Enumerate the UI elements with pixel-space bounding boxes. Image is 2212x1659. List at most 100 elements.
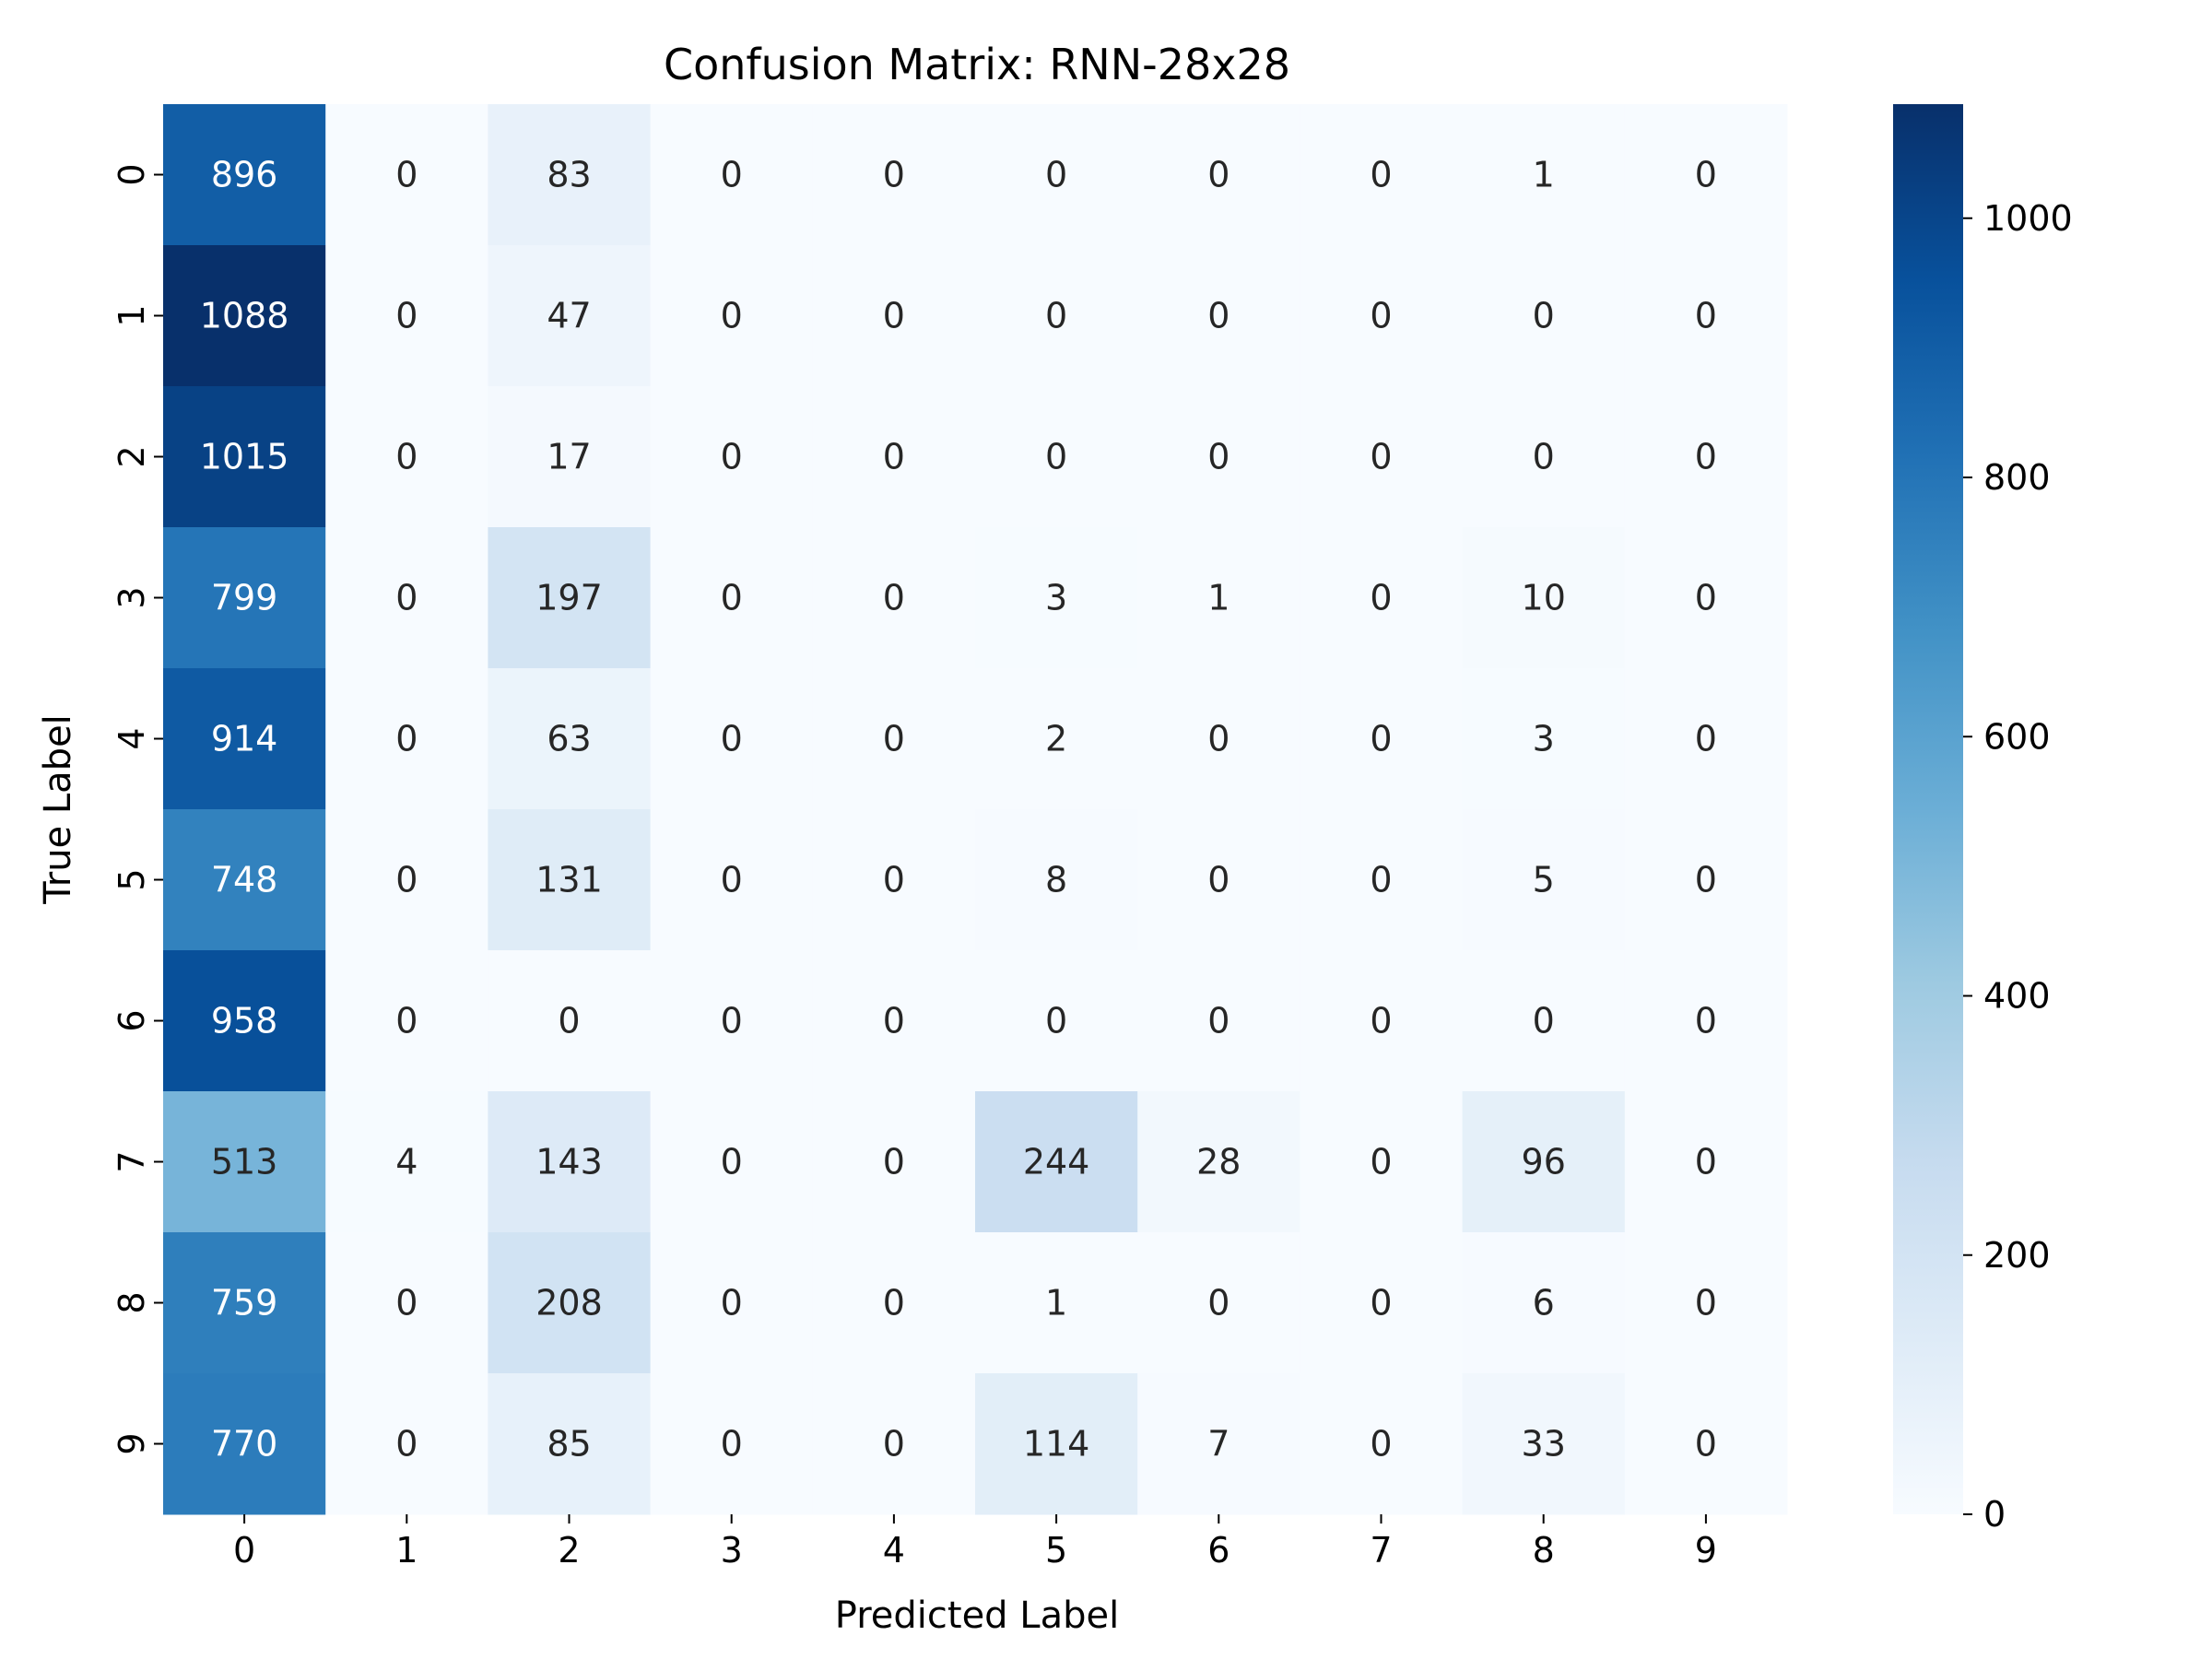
heatmap-cell <box>1624 386 1788 528</box>
heatmap-cell <box>488 950 652 1092</box>
heatmap-cell <box>650 1232 814 1374</box>
heatmap-cell <box>975 668 1138 810</box>
y-tick-label: 1 <box>112 304 152 326</box>
heatmap-cell <box>163 386 326 528</box>
cell-value-label: 83 <box>547 155 591 195</box>
heatmap-cell <box>812 668 976 810</box>
cell-value-label: 0 <box>1207 719 1230 759</box>
heatmap-cell <box>812 809 976 951</box>
cell-value-label: 131 <box>535 860 603 900</box>
colorbar-tick-label: 1000 <box>1983 198 2073 239</box>
heatmap-cell <box>1300 386 1464 528</box>
cell-value-label: 770 <box>211 1424 278 1465</box>
y-tick-label: 3 <box>112 586 152 608</box>
cell-value-label: 0 <box>395 1424 418 1465</box>
cell-value-label: 0 <box>1207 860 1230 900</box>
cell-value-label: 0 <box>883 1283 905 1324</box>
cell-value-label: 0 <box>1370 1424 1392 1465</box>
heatmap-cell <box>163 245 326 387</box>
cell-value-label: 0 <box>1370 296 1392 336</box>
heatmap-cell <box>1462 386 1626 528</box>
heatmap-cell <box>812 104 976 246</box>
cell-value-label: 0 <box>1207 155 1230 195</box>
colorbar-gradient <box>1893 104 1963 1514</box>
cell-value-label: 0 <box>395 437 418 477</box>
cell-value-label: 114 <box>1023 1424 1090 1465</box>
cell-value-label: 10 <box>1522 578 1566 618</box>
cell-value-label: 0 <box>395 1001 418 1041</box>
heatmap-cell <box>1624 668 1788 810</box>
heatmap-cell <box>975 950 1138 1092</box>
heatmap-cell <box>325 1373 488 1515</box>
heatmap-cell <box>1137 668 1300 810</box>
y-tick-label: 2 <box>112 445 152 467</box>
cell-value-label: 759 <box>211 1283 278 1324</box>
heatmap-cell <box>812 1232 976 1374</box>
cell-value-label: 0 <box>721 1424 743 1465</box>
heatmap-cell <box>650 950 814 1092</box>
colorbar-tick-label: 400 <box>1983 976 2051 1017</box>
cell-value-label: 748 <box>211 860 278 900</box>
heatmap-cell <box>812 1091 976 1233</box>
heatmap-cell <box>1137 809 1300 951</box>
cell-value-label: 0 <box>395 578 418 618</box>
cell-value-label: 0 <box>1695 437 1717 477</box>
y-axis-label: True Label <box>37 714 79 905</box>
x-tick-label: 8 <box>1533 1530 1555 1571</box>
cell-value-label: 0 <box>1695 155 1717 195</box>
cell-value-label: 0 <box>883 578 905 618</box>
x-tick-label: 4 <box>883 1530 905 1571</box>
y-tick-label: 5 <box>112 868 152 890</box>
cell-value-label: 8 <box>1045 860 1067 900</box>
cell-value-label: 0 <box>883 860 905 900</box>
heatmap-cell <box>1462 809 1626 951</box>
heatmap-cell <box>1462 950 1626 1092</box>
cell-value-label: 1088 <box>200 296 289 336</box>
cell-value-label: 0 <box>1207 1001 1230 1041</box>
cell-value-label: 28 <box>1196 1142 1241 1182</box>
heatmap-cell <box>1462 245 1626 387</box>
heatmap-cell <box>325 527 488 669</box>
cell-value-label: 0 <box>395 719 418 759</box>
y-tick-label: 0 <box>112 163 152 185</box>
heatmap-cell <box>1624 527 1788 669</box>
cell-value-label: 513 <box>211 1142 278 1182</box>
x-tick-label: 6 <box>1207 1530 1230 1571</box>
heatmap-cell <box>325 245 488 387</box>
heatmap-cell <box>488 1232 652 1374</box>
heatmap-cell <box>975 1091 1138 1233</box>
heatmap-cell <box>1624 245 1788 387</box>
heatmap-cell <box>163 809 326 951</box>
heatmap-cell <box>975 386 1138 528</box>
cell-value-label: 0 <box>721 1283 743 1324</box>
heatmap-cell <box>1137 1091 1300 1233</box>
heatmap-cell <box>650 1091 814 1233</box>
cell-value-label: 0 <box>395 155 418 195</box>
heatmap-cell <box>812 950 976 1092</box>
y-tick-label: 6 <box>112 1009 152 1031</box>
cell-value-label: 0 <box>1695 1283 1717 1324</box>
x-tick-label: 7 <box>1370 1530 1392 1571</box>
heatmap-cell <box>325 386 488 528</box>
cell-value-label: 208 <box>535 1283 603 1324</box>
cell-value-label: 0 <box>1370 437 1392 477</box>
heatmap-cell <box>488 245 652 387</box>
cell-value-label: 0 <box>1370 1142 1392 1182</box>
heatmap-cell <box>1137 245 1300 387</box>
heatmap-cell <box>1300 950 1464 1092</box>
heatmap-cell <box>1624 1091 1788 1233</box>
cell-value-label: 0 <box>395 296 418 336</box>
cell-value-label: 0 <box>1695 578 1717 618</box>
heatmap-cell <box>163 668 326 810</box>
heatmap-cell <box>812 527 976 669</box>
heatmap-cell <box>650 386 814 528</box>
heatmap-cell <box>488 668 652 810</box>
cell-value-label: 96 <box>1522 1142 1566 1182</box>
heatmap-cell <box>975 104 1138 246</box>
cell-value-label: 958 <box>211 1001 278 1041</box>
colorbar-tick-label: 0 <box>1983 1494 2006 1535</box>
heatmap-cell <box>650 104 814 246</box>
heatmap-cell <box>1137 527 1300 669</box>
cell-value-label: 0 <box>1695 296 1717 336</box>
